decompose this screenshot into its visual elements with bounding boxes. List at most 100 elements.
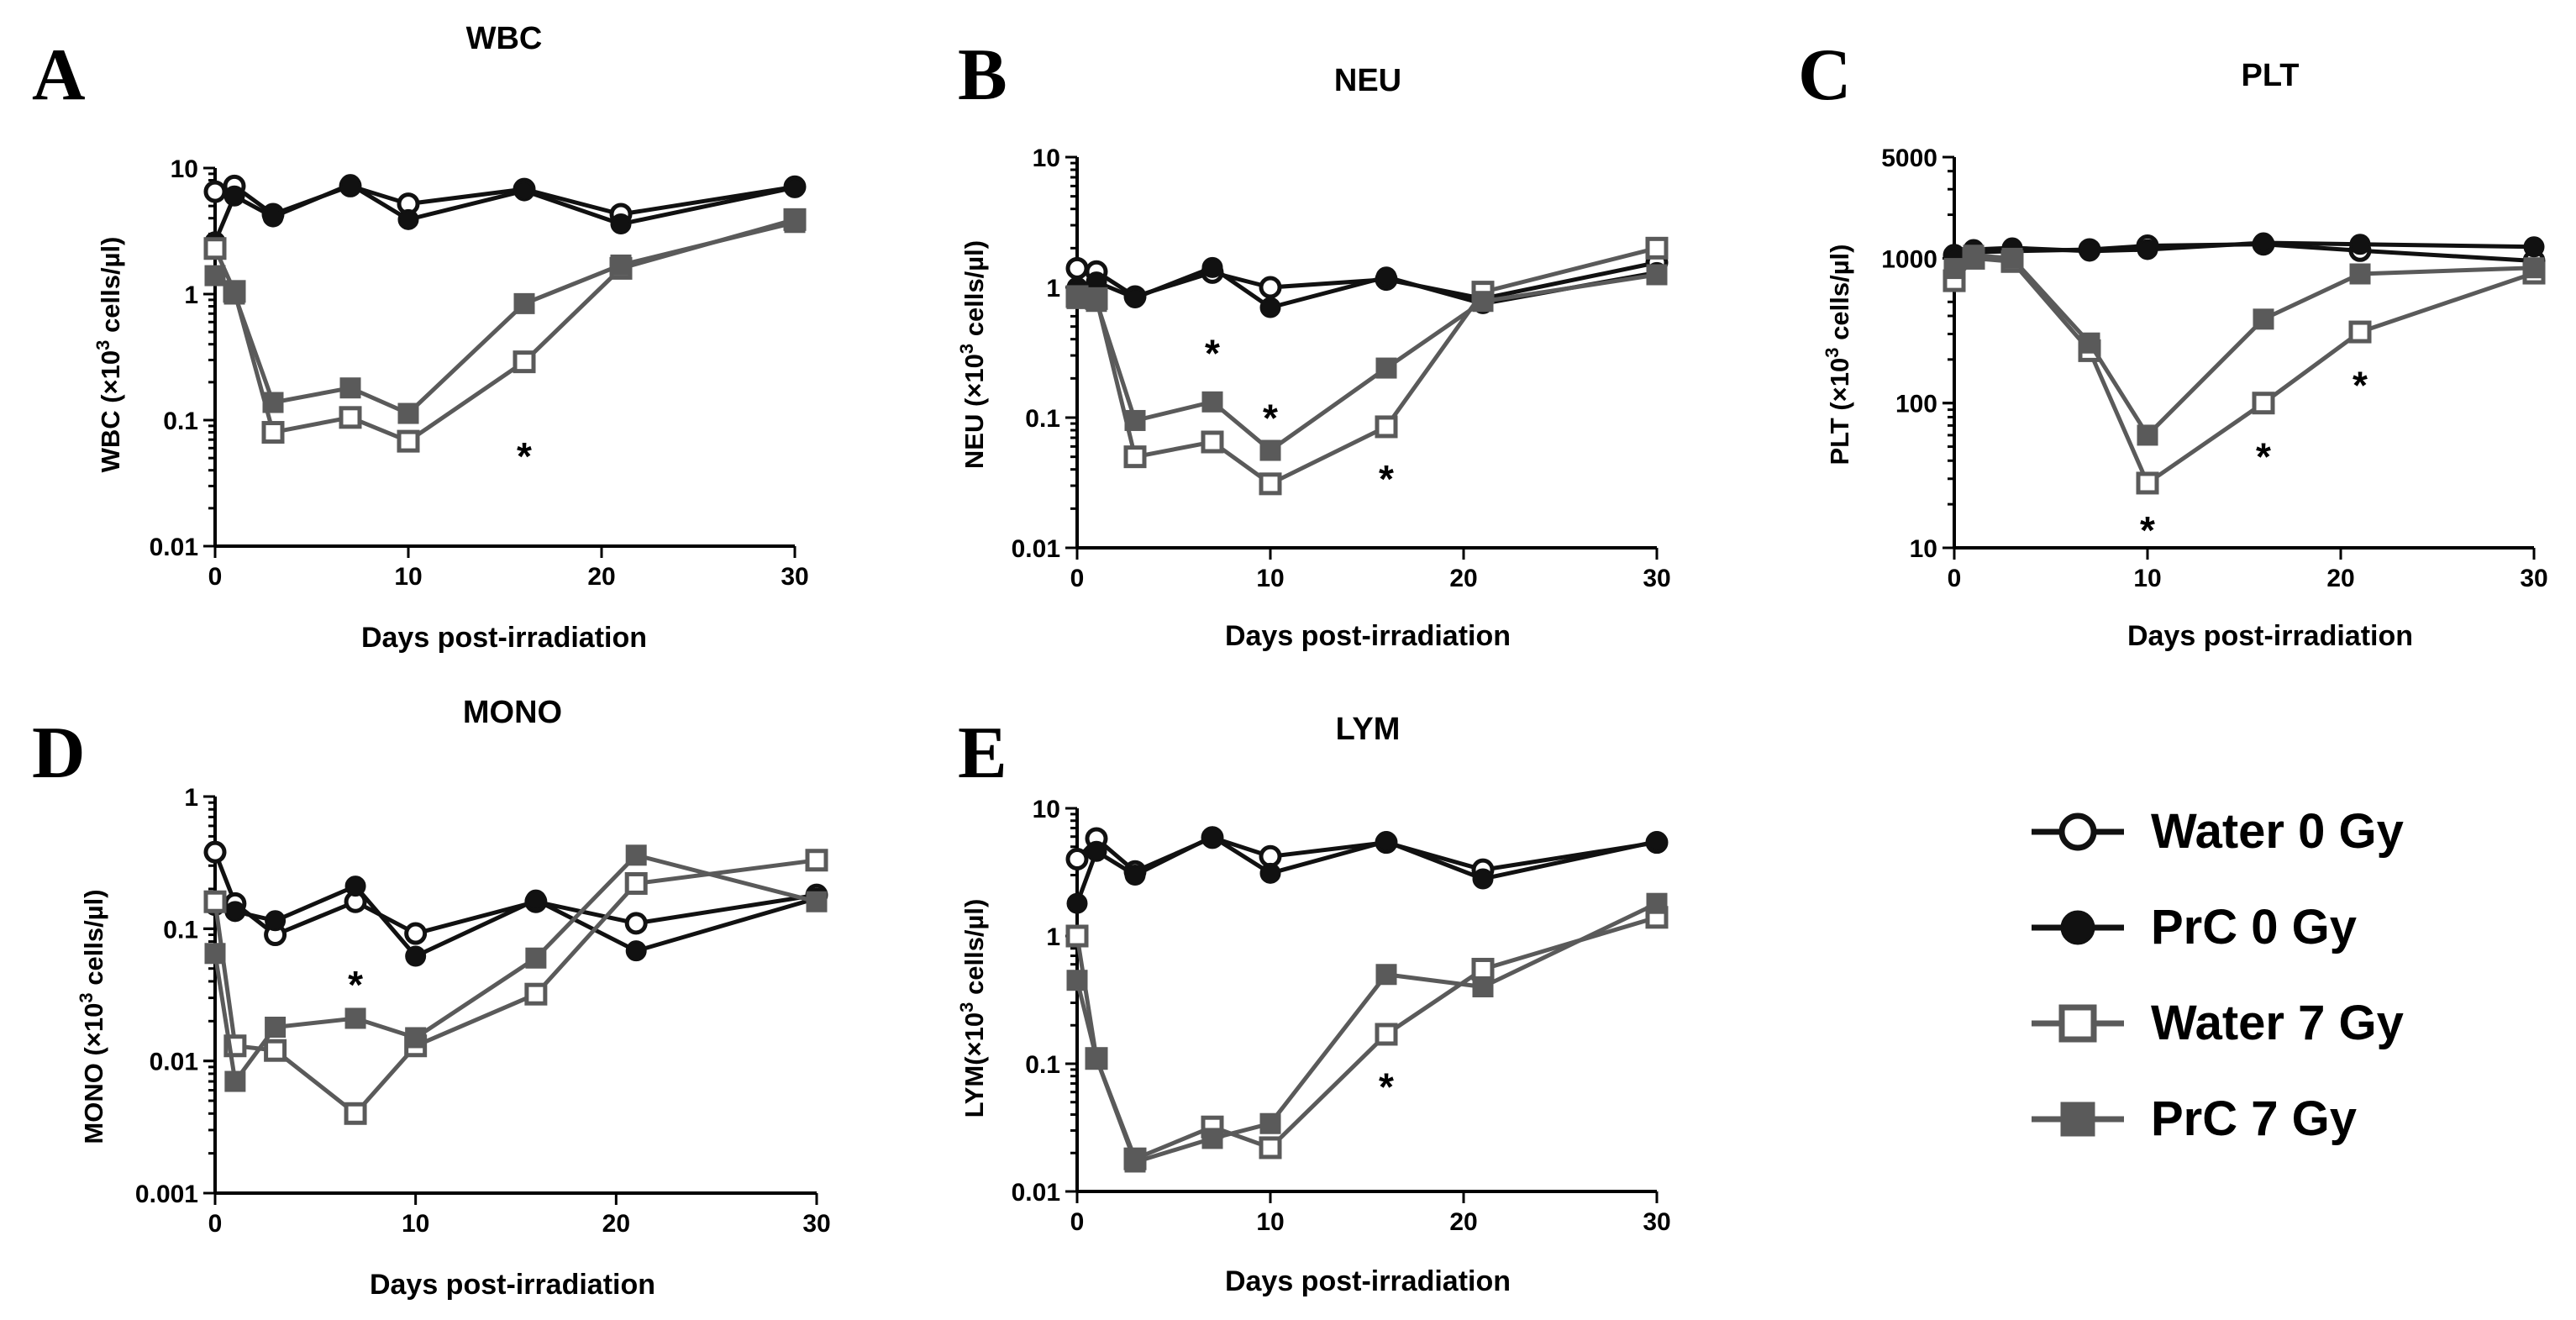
data-point [1471,957,1495,981]
data-point [265,1017,287,1039]
y-axis-label-rest: cells/µl) [959,240,989,344]
data-point [610,213,632,235]
data-point [1259,297,1281,318]
data-point [524,982,548,1006]
y-axis-label-main: PLT (×10 [1825,358,1854,465]
series-water-7-gy [203,208,807,453]
data-point [1259,1136,1282,1160]
data-point [2079,332,2100,354]
data-point [404,922,428,945]
data-point [204,943,226,965]
y-tick-label: 0.1 [163,916,198,944]
data-point [1472,976,1494,997]
data-point [1201,1128,1223,1149]
y-tick-label: 0.01 [1012,1179,1060,1207]
x-axis-label-wbc: Days post-irradiation [361,622,647,654]
panel-letter-c: C [1798,34,1852,116]
data-point [805,849,828,872]
data-point [339,406,362,429]
data-point [513,350,536,374]
panel-letter-b: B [958,34,1007,116]
panel-b: B NEU Days post-irradiation NEU (×103 ce… [956,34,1671,652]
y-axis-label-main: WBC (×10 [96,350,125,473]
significance-star: * [1205,332,1220,376]
data-point [1066,892,1088,914]
data-point [1201,256,1223,278]
x-tick-label: 30 [1643,565,1670,592]
legend-label: PrC 7 Gy [2151,1091,2357,1146]
series-water-0-gy [203,174,807,226]
data-point [1259,439,1281,461]
legend: Water 0 Gy PrC 0 Gy Water 7 Gy PrC 7 Gy [2032,804,2404,1146]
y-tick-label: 1 [1046,923,1060,951]
data-point [2523,236,2545,258]
y-tick-label: 1000 [1881,245,1937,273]
data-point [1124,864,1146,886]
y-axis-label-rest: cells/µl) [96,237,125,340]
y-tick-label: 0.01 [150,1049,198,1076]
legend-label: Water 0 Gy [2151,804,2404,859]
legend-symbol [2058,813,2097,851]
data-point [203,180,227,203]
y-tick-label: 5000 [1881,145,1937,172]
legend-symbol [2058,1004,2097,1043]
data-point [1646,830,1668,852]
panel-d: D MONO Days post-irradiation MONO (×103 … [32,695,831,1301]
data-point [1645,236,1669,260]
data-point [397,208,419,230]
legend-marker-open-circle [2032,813,2124,851]
data-point [1066,287,1088,309]
series-prc-0-gy [1943,232,2545,269]
x-tick-label: 30 [1643,1208,1670,1236]
data-point [204,265,226,287]
data-point [1375,266,1397,288]
legend-symbol [2060,1102,2095,1137]
data-point [262,206,284,228]
x-tick-label: 20 [602,1210,630,1238]
y-tick-label: 10 [1033,145,1060,172]
x-tick-label: 0 [1070,1208,1085,1236]
data-point [1943,258,1965,280]
data-point [405,945,427,967]
x-axis-label-neu: Days post-irradiation [1225,620,1511,652]
x-tick-label: 0 [1948,565,1962,592]
y-axis-label-main: MONO (×10 [79,1003,108,1144]
data-point [1065,847,1089,870]
panel-e: E LYM Days post-irradiation LYM(×103 cel… [956,712,1671,1297]
data-point [1375,415,1398,439]
legend-item-water-0gy: Water 0 Gy [2032,804,2404,859]
plot-area-neu: 0.01 0.1 1 10 0 10 20 30 * * * [1012,145,1671,592]
data-point [624,871,648,895]
x-axis-label-plt: Days post-irradiation [2127,620,2413,652]
data-point [397,402,419,424]
series-line [213,851,817,938]
data-point [224,1070,246,1092]
series-prc-0-gy [1066,826,1668,914]
data-point [1124,287,1146,309]
data-point [1963,245,1985,266]
data-point [344,1007,366,1029]
series-water-0-gy [1065,826,1669,883]
data-point [525,889,547,911]
y-tick-label: 0.01 [1012,535,1060,563]
legend-item-prc-0gy: PrC 0 Gy [2032,900,2357,955]
data-point [1646,892,1668,914]
series-line [1075,835,1658,875]
data-point [223,185,245,207]
data-point [1124,1151,1146,1173]
significance-star: * [2256,434,2271,478]
data-point [1123,445,1147,469]
y-tick-label: 1 [184,281,198,309]
panel-title-neu: NEU [1334,63,1401,98]
x-axis-label-lym: Days post-irradiation [1225,1265,1511,1297]
data-point [223,283,245,305]
series-prc-0-gy [204,876,828,967]
y-axis-label-sup: 3 [1822,347,1843,357]
data-point [1201,391,1223,413]
y-tick-label: 10 [171,155,198,183]
x-axis-label-mono: Days post-irradiation [370,1269,655,1301]
data-point [265,910,287,932]
data-point [1259,472,1282,496]
data-point [513,292,535,314]
panel-title-lym: LYM [1336,712,1401,747]
